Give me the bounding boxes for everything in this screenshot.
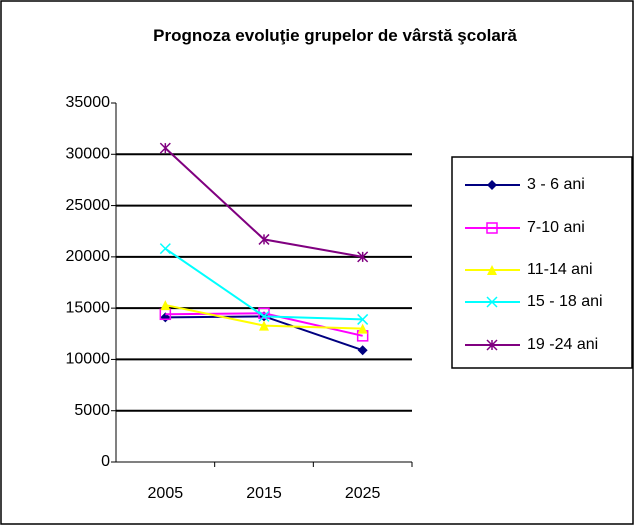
marker: [160, 300, 171, 311]
x-tick-label: 2025: [345, 485, 381, 502]
marker: [159, 142, 171, 154]
y-tick-label: 10000: [66, 351, 111, 368]
marker: [159, 243, 171, 255]
marker: [487, 180, 497, 190]
legend-box: [451, 156, 633, 369]
y-tick-label: 5000: [74, 402, 110, 419]
y-tick-label: 30000: [66, 146, 111, 163]
legend-label: 15 - 18 ani: [527, 293, 603, 310]
y-tick-label: 35000: [66, 94, 111, 111]
y-tick-label: 25000: [66, 197, 111, 214]
legend-label: 11-14 ani: [527, 261, 593, 278]
marker: [487, 265, 497, 275]
marker: [357, 323, 368, 334]
marker: [357, 345, 368, 356]
y-tick-label: 15000: [66, 299, 111, 316]
marker: [486, 296, 498, 308]
marker: [486, 222, 498, 234]
marker: [259, 320, 269, 331]
y-tick-label: 0: [101, 453, 110, 470]
y-tick-label: 20000: [66, 248, 111, 265]
marker: [357, 313, 369, 325]
x-tick-label: 2015: [246, 485, 282, 502]
legend-label: 19 -24 ani: [527, 336, 598, 353]
marker: [486, 339, 498, 351]
legend-label: 3 - 6 ani: [527, 176, 585, 193]
marker: [357, 251, 369, 263]
marker: [258, 233, 270, 245]
x-tick-label: 2005: [148, 485, 184, 502]
chart-title: Prognoza evoluţie grupelor de vârstă şco…: [153, 26, 517, 45]
marker: [258, 310, 270, 322]
legend-label: 7-10 ani: [527, 219, 585, 236]
